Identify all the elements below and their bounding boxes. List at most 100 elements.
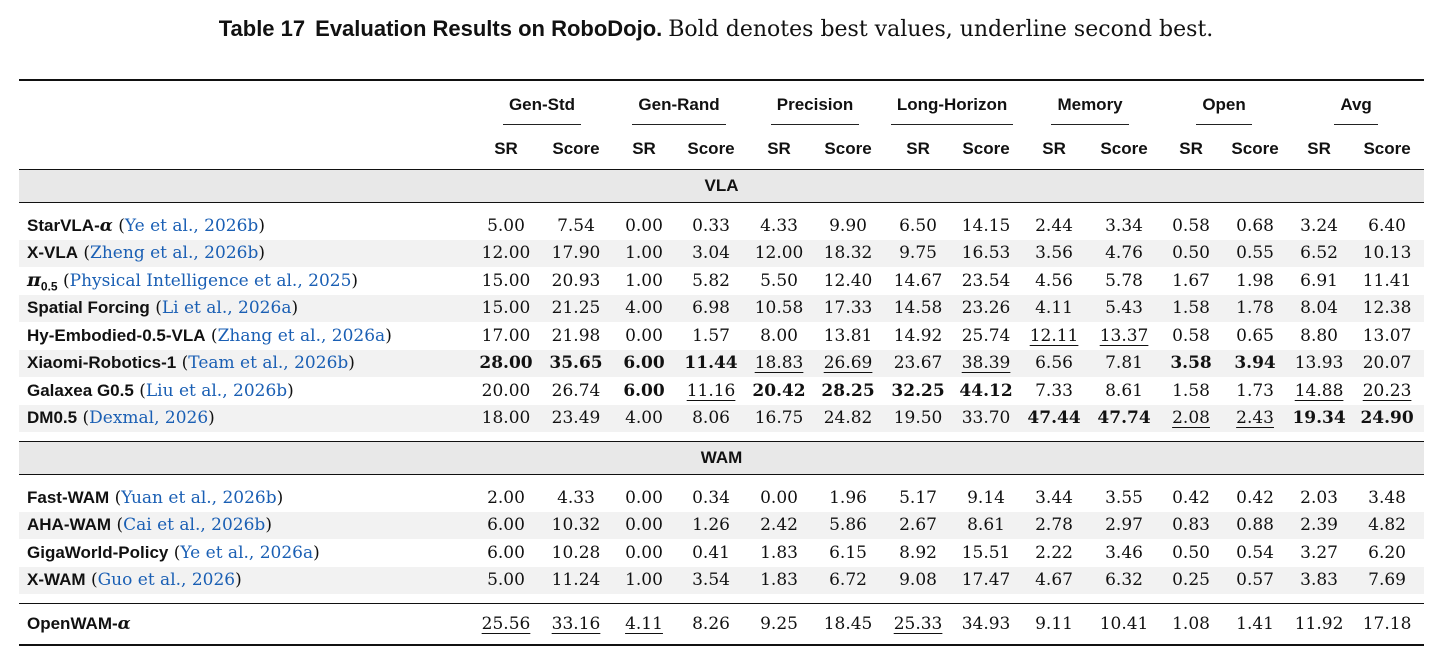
value-cell: 20.42 bbox=[752, 380, 806, 401]
value-cell: 13.93 bbox=[1288, 349, 1351, 377]
value-cell: 28.25 bbox=[821, 380, 875, 401]
value-cell: 2.78 bbox=[1020, 511, 1089, 539]
value-cell: 19.50 bbox=[884, 404, 953, 432]
citation-link[interactable]: Li et al., 2026a bbox=[161, 298, 292, 319]
citation-link[interactable]: Ye et al., 2026b bbox=[124, 215, 259, 236]
value-cell: 5.86 bbox=[812, 511, 885, 539]
method-name: X-WAM bbox=[27, 570, 86, 590]
citation-link[interactable]: Cai et al., 2026b bbox=[123, 515, 266, 536]
value-cell: 1.26 bbox=[676, 511, 747, 539]
group-header: Gen-Rand bbox=[612, 79, 747, 129]
value-cell: 4.82 bbox=[1350, 511, 1425, 539]
score-header: Score bbox=[687, 139, 735, 158]
value-cell: 11.24 bbox=[540, 566, 613, 594]
group-header: Precision bbox=[746, 79, 885, 129]
value-cell: 4.00 bbox=[612, 294, 677, 322]
group-header-label: Memory bbox=[1051, 95, 1129, 125]
value-cell: 1.57 bbox=[692, 325, 730, 346]
table-title: Evaluation Results on RoboDojo. bbox=[315, 16, 663, 41]
value-cell: 0.58 bbox=[1172, 325, 1210, 346]
value-cell: 20.93 bbox=[551, 270, 601, 291]
value-cell: 13.81 bbox=[823, 325, 873, 346]
table-row: StarVLA-α (Ye et al., 2026b) 5.00 7.54 0.00… bbox=[19, 212, 1424, 240]
table-body: VLA StarVLA-α (Ye et al., 2026b) 5.00 7.54 0… bbox=[19, 169, 1425, 646]
section-title: WAM bbox=[19, 441, 1425, 475]
group-header: Open bbox=[1160, 79, 1289, 129]
value-cell: 1.98 bbox=[1236, 270, 1274, 291]
value-cell: 0.00 bbox=[625, 325, 663, 346]
value-cell: 1.08 bbox=[1160, 603, 1223, 646]
value-cell: 0.00 bbox=[760, 487, 798, 508]
method-name: π0.5 bbox=[27, 268, 58, 293]
value-cell: 33.16 bbox=[540, 603, 613, 646]
sr-header: SR bbox=[632, 139, 656, 158]
citation-link[interactable]: Zheng et al., 2026b bbox=[90, 243, 259, 264]
value-cell: 3.94 bbox=[1222, 349, 1289, 377]
citation-link[interactable]: Yuan et al., 2026b bbox=[121, 487, 277, 508]
method-name: Hy-Embodied-0.5-VLA bbox=[27, 325, 206, 345]
citation-link[interactable]: Ye et al., 2026a bbox=[180, 542, 314, 563]
citation-link[interactable]: Team et al., 2026b bbox=[188, 353, 349, 374]
value-cell: 4.67 bbox=[1020, 566, 1089, 594]
method-name: AHA-WAM bbox=[27, 515, 112, 535]
value-cell: 9.14 bbox=[967, 487, 1005, 508]
table-row: X-VLA (Zheng et al., 2026b) 12.00 17.90 1.0… bbox=[19, 239, 1425, 267]
spacer-cell bbox=[19, 474, 1425, 484]
table-row: X-WAM (Guo et al., 2026) 5.00 11.24 1.00 3.5… bbox=[19, 566, 1425, 594]
table-row: Spatial Forcing (Li et al., 2026a) 15.00 2… bbox=[19, 294, 1425, 322]
method-name: OpenWAM-α bbox=[27, 614, 131, 634]
value-cell: 26.69 bbox=[812, 349, 885, 377]
table-row: Galaxea G0.5 (Liu et al., 2026b) 20.00 26.… bbox=[19, 377, 1424, 405]
value-cell: 8.00 bbox=[760, 325, 798, 346]
value-cell: 8.06 bbox=[676, 404, 747, 432]
value-cell: 4.33 bbox=[557, 487, 595, 508]
value-cell: 0.42 bbox=[1172, 487, 1210, 508]
value-cell: 8.80 bbox=[1300, 325, 1338, 346]
value-cell: 4.00 bbox=[612, 404, 677, 432]
value-cell: 0.50 bbox=[1160, 239, 1223, 267]
value-cell: 10.41 bbox=[1088, 603, 1161, 646]
value-cell: 10.32 bbox=[540, 511, 613, 539]
value-cell: 5.00 bbox=[472, 566, 540, 594]
value-cell: 13.07 bbox=[1362, 325, 1412, 346]
value-cell: 6.00 bbox=[623, 380, 665, 401]
value-cell: 23.49 bbox=[540, 404, 613, 432]
value-cell: 12.40 bbox=[823, 270, 873, 291]
value-cell: 11.92 bbox=[1288, 603, 1351, 646]
citation-link[interactable]: Zhang et al., 2026a bbox=[217, 325, 386, 346]
value-cell: 23.26 bbox=[952, 294, 1021, 322]
value-cell: 11.44 bbox=[676, 349, 747, 377]
table-header: Gen-Std Gen-Rand Precision Long-Horizon Memo… bbox=[19, 79, 1425, 170]
value-cell: 2.00 bbox=[487, 487, 525, 508]
value-cell: 0.83 bbox=[1160, 511, 1223, 539]
section-spacer bbox=[19, 432, 1424, 442]
citation-link[interactable]: Dexmal, 2026 bbox=[89, 408, 209, 429]
score-header: Score bbox=[552, 139, 600, 158]
value-cell: 8.04 bbox=[1288, 294, 1351, 322]
value-cell: 5.82 bbox=[692, 270, 730, 291]
value-cell: 16.53 bbox=[952, 239, 1021, 267]
value-cell: 2.67 bbox=[884, 511, 953, 539]
group-header: Gen-Std bbox=[472, 79, 613, 129]
value-cell: 3.48 bbox=[1368, 487, 1406, 508]
value-cell: 35.65 bbox=[540, 349, 613, 377]
value-cell: 6.15 bbox=[829, 542, 867, 563]
section-title: VLA bbox=[19, 169, 1425, 203]
value-cell: 3.56 bbox=[1020, 239, 1089, 267]
value-cell: 2.39 bbox=[1288, 511, 1351, 539]
method-cell: DM0.5 (Dexmal, 2026) bbox=[19, 404, 472, 432]
spacer-cell bbox=[19, 202, 1425, 212]
table-description: Bold denotes best values, underline seco… bbox=[668, 17, 1214, 42]
table-row: AHA-WAM (Cai et al., 2026b) 6.00 10.32 0.00… bbox=[19, 511, 1425, 539]
method-cell: Hy-Embodied-0.5-VLA (Zhang et al., 2026a… bbox=[27, 325, 392, 346]
method-cell: GigaWorld-Policy (Ye et al., 2026a) bbox=[27, 542, 320, 563]
citation-link[interactable]: Liu et al., 2026b bbox=[145, 380, 288, 401]
citation-link[interactable]: Physical Intelligence et al., 2025 bbox=[69, 270, 352, 291]
value-cell: 23.67 bbox=[884, 349, 953, 377]
section-spacer bbox=[19, 594, 1424, 604]
citation-link[interactable]: Guo et al., 2026 bbox=[97, 570, 236, 591]
group-header-label: Avg bbox=[1334, 95, 1378, 125]
value-cell: 0.41 bbox=[692, 542, 730, 563]
value-cell: 4.33 bbox=[760, 215, 798, 236]
method-name: StarVLA-α bbox=[27, 215, 113, 236]
